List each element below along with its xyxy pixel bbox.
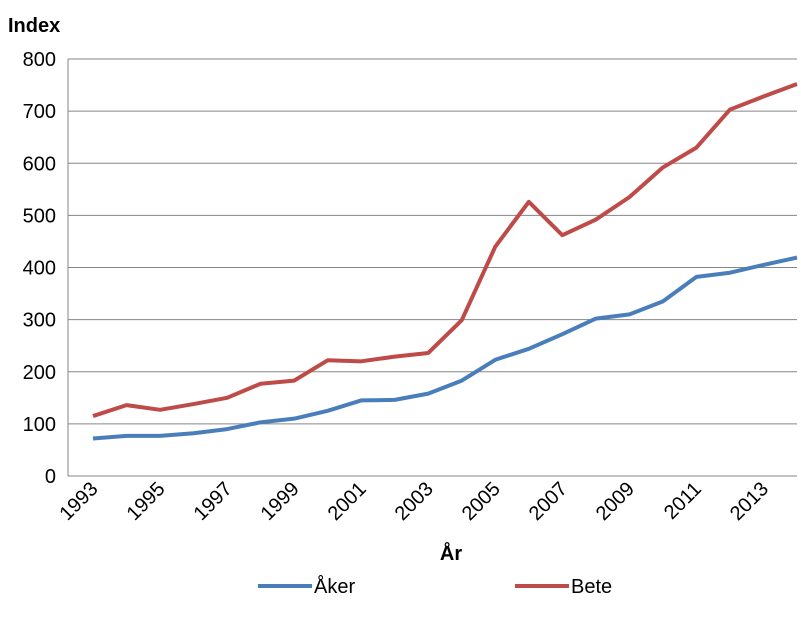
y-tick-label: 400 [23, 258, 56, 280]
x-tick-label: 2007 [525, 478, 572, 525]
y-tick-label: 300 [23, 310, 56, 332]
x-tick-label: 2009 [592, 478, 639, 525]
legend-label: Bete [571, 576, 612, 598]
y-tick-label: 500 [23, 205, 56, 227]
line-series [92, 255, 798, 441]
y-tick-label: 200 [23, 362, 56, 384]
x-tick-label: 1997 [190, 478, 237, 525]
legend-label: Åker [314, 575, 355, 598]
x-tick-label: 1995 [123, 478, 170, 525]
x-tick-label: 2001 [324, 478, 371, 525]
x-axis-title: År [440, 541, 462, 565]
y-tick-label: 600 [23, 153, 56, 175]
x-tick-label: 2013 [726, 478, 773, 525]
x-tick-label: 1999 [257, 478, 304, 525]
y-tick-label: 0 [45, 466, 56, 488]
y-tick-label: 700 [23, 101, 56, 123]
y-tick-label: 800 [23, 49, 56, 71]
x-tick-label: 1993 [56, 478, 103, 525]
x-tick-label: 2005 [458, 478, 505, 525]
line-series [92, 82, 798, 418]
y-axis-title: Index [8, 15, 60, 37]
x-tick-label: 2003 [391, 478, 438, 525]
y-tick-label: 100 [23, 414, 56, 436]
x-tick-label: 2011 [660, 478, 706, 524]
